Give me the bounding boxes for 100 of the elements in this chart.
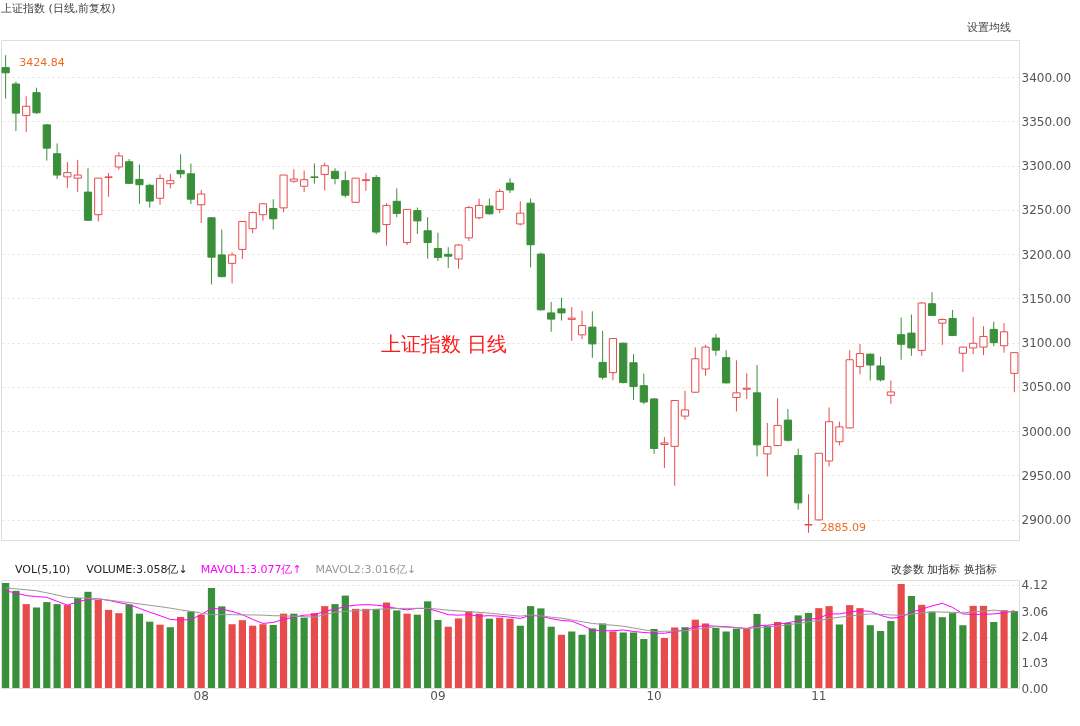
candlestick xyxy=(197,189,206,224)
bar xyxy=(207,588,216,688)
candlestick xyxy=(855,343,865,375)
bar xyxy=(290,613,298,688)
bar xyxy=(2,583,10,688)
bar xyxy=(22,604,30,688)
bar xyxy=(516,625,524,688)
candlestick xyxy=(392,187,401,218)
candlestick xyxy=(330,167,340,185)
y-tick-label: 3000.00 xyxy=(1021,424,1072,439)
candlestick xyxy=(588,310,597,359)
bar xyxy=(187,611,195,688)
candlestick xyxy=(444,246,453,269)
bar xyxy=(938,617,946,688)
bar xyxy=(454,618,463,688)
candlestick xyxy=(361,172,370,192)
candlestick xyxy=(1,54,10,100)
bar xyxy=(774,621,782,688)
text: VOLUME:3.058亿↓ xyxy=(86,563,188,576)
bar xyxy=(876,630,885,688)
bar xyxy=(259,624,267,688)
text: 改参数 加指标 换指标 xyxy=(891,563,997,576)
y-tick-label: 4.12 xyxy=(1021,578,1049,593)
bar xyxy=(53,604,61,688)
bar xyxy=(825,606,833,688)
bar xyxy=(990,621,998,688)
candlestick xyxy=(680,390,690,421)
bar xyxy=(650,628,658,688)
candlestick xyxy=(773,397,782,447)
candlestick xyxy=(958,346,967,373)
x-tick-label: 10 xyxy=(646,688,662,703)
bar xyxy=(918,604,926,688)
bar xyxy=(907,596,916,688)
candlestick xyxy=(732,359,741,412)
bar xyxy=(949,613,957,688)
bar xyxy=(979,605,988,688)
bar xyxy=(846,605,854,688)
y-tick-label: 3100.00 xyxy=(1021,336,1072,351)
candlestick xyxy=(989,321,998,347)
y-tick-label: 3400.00 xyxy=(1021,70,1072,85)
bar xyxy=(496,617,504,688)
bar xyxy=(619,632,627,688)
candlestick xyxy=(897,317,906,361)
bar xyxy=(701,623,710,688)
bar xyxy=(94,599,102,688)
bar xyxy=(310,613,319,688)
bar xyxy=(753,613,761,688)
candlestick xyxy=(125,158,134,185)
bar xyxy=(485,618,494,688)
candlestick xyxy=(598,330,607,380)
bar xyxy=(84,591,92,688)
bar xyxy=(238,620,246,688)
candlestick xyxy=(310,163,319,185)
candlestick xyxy=(22,95,31,133)
bar xyxy=(63,605,71,688)
bar xyxy=(32,607,41,688)
candlestick xyxy=(269,198,278,231)
bar xyxy=(629,632,638,688)
y-tick-label: 2900.00 xyxy=(1021,513,1072,528)
y-tick-label: 1.03 xyxy=(1021,655,1049,670)
x-tick-label: 11 xyxy=(811,688,827,703)
bar xyxy=(743,628,751,688)
bar xyxy=(465,611,473,688)
y-tick-label: 3350.00 xyxy=(1021,114,1072,129)
bar xyxy=(177,616,185,688)
bar xyxy=(897,584,905,688)
candlestick xyxy=(382,202,391,247)
candlestick xyxy=(1010,352,1019,393)
candlestick xyxy=(742,372,751,400)
candlestick xyxy=(145,183,154,209)
y-tick-label: 3300.00 xyxy=(1021,159,1072,174)
bar xyxy=(887,620,895,688)
bar xyxy=(372,608,380,688)
candlestick xyxy=(135,164,144,205)
bar xyxy=(804,612,813,688)
bar xyxy=(722,631,730,688)
bar xyxy=(506,618,514,688)
bar xyxy=(321,606,329,688)
bar xyxy=(146,621,154,688)
bar xyxy=(732,628,741,688)
y-tick-label: 3150.00 xyxy=(1021,291,1072,306)
bar xyxy=(115,613,123,688)
y-tick-label: 3050.00 xyxy=(1021,380,1072,395)
candlestick xyxy=(413,207,422,235)
candlestick xyxy=(217,229,226,278)
bar xyxy=(866,625,874,688)
candlestick xyxy=(763,422,772,478)
candlestick xyxy=(804,493,813,534)
candlestick xyxy=(320,162,329,192)
x-tick-label: 09 xyxy=(430,688,446,703)
annotation: 上证指数 日线 xyxy=(380,332,508,356)
bar xyxy=(712,627,720,688)
bar xyxy=(578,634,586,688)
bar xyxy=(588,628,596,688)
candlestick xyxy=(948,309,957,337)
candlestick xyxy=(454,243,463,270)
bar xyxy=(640,639,648,688)
bar xyxy=(763,625,771,688)
bar xyxy=(671,627,679,688)
candlestick xyxy=(907,314,916,357)
